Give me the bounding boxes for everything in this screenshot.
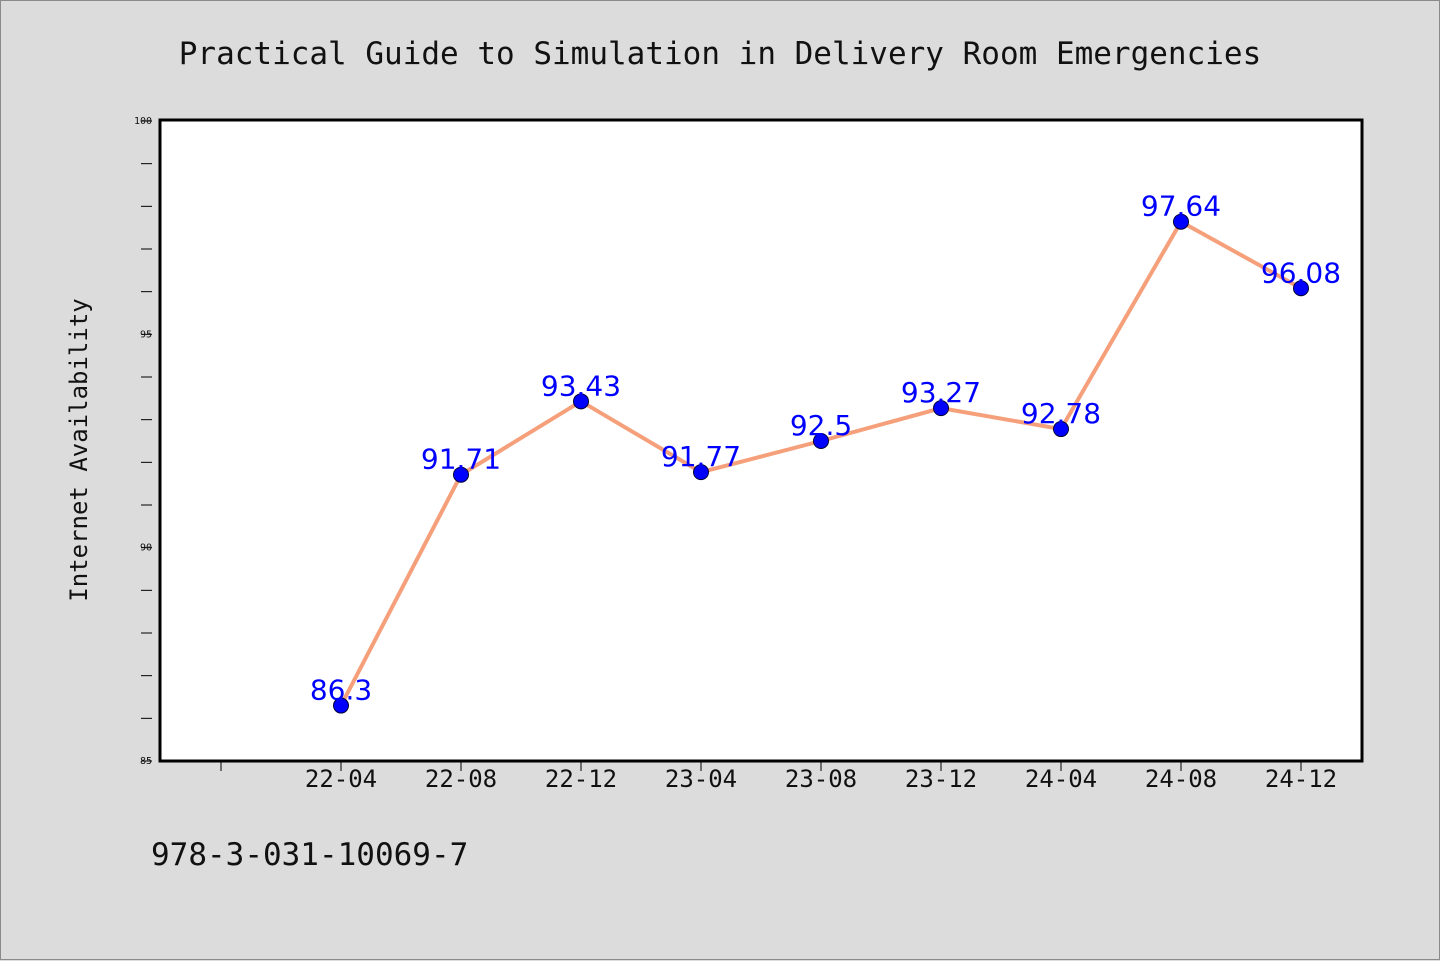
data-points — [333, 213, 1309, 714]
data-point — [933, 400, 949, 417]
x-tick-label: 24-12 — [1265, 765, 1337, 793]
data-label: 92.78 — [1021, 397, 1101, 430]
data-label: 97.64 — [1141, 190, 1221, 223]
x-tick-label: 24-08 — [1145, 765, 1217, 793]
data-label: 93.27 — [901, 376, 981, 409]
data-label: 96.08 — [1261, 256, 1341, 289]
data-point — [693, 464, 709, 481]
data-point — [453, 466, 469, 483]
y-axis-ticks: 85 90 95 100 — [134, 116, 152, 767]
y-tick-label: 85 — [140, 756, 152, 767]
x-tick-label: 22-08 — [425, 765, 497, 793]
x-tick-label: 22-04 — [305, 765, 377, 793]
y-tick-label: 95 — [140, 329, 152, 340]
x-tick-label: 23-08 — [785, 765, 857, 793]
y-tick-label: 90 — [140, 543, 152, 554]
data-label: 91.77 — [661, 440, 741, 473]
x-axis-ticks: 22-04 22-08 22-12 23-04 23-08 23-12 24-04 24-08… — [220, 761, 1337, 793]
data-point — [813, 433, 829, 449]
y-axis-label: Internet Availability — [65, 298, 93, 601]
plot-area — [158, 118, 1364, 763]
data-labels: 86.3 91.71 93.43 91.77 92.5 93.27 92.78 97.64 96… — [310, 190, 1341, 707]
x-tick-label: 22-12 — [545, 765, 617, 793]
data-point — [1293, 280, 1309, 297]
data-point — [333, 697, 349, 714]
data-label: 93.43 — [541, 369, 621, 402]
data-point — [1053, 421, 1069, 438]
data-point — [1173, 213, 1189, 230]
y-tick-label: 100 — [134, 116, 152, 127]
data-label: 92.5 — [790, 409, 852, 442]
data-label: 86.3 — [310, 674, 372, 707]
isbn-text: 978-3-031-10069-7 — [151, 837, 468, 873]
data-point — [573, 393, 589, 410]
x-tick-label: 23-04 — [665, 765, 737, 793]
chart-title: Practical Guide to Simulation in Deliver… — [179, 36, 1262, 72]
x-tick-label: 24-04 — [1025, 765, 1097, 793]
data-label: 91.71 — [421, 443, 501, 476]
x-tick-label: 23-12 — [905, 765, 977, 793]
